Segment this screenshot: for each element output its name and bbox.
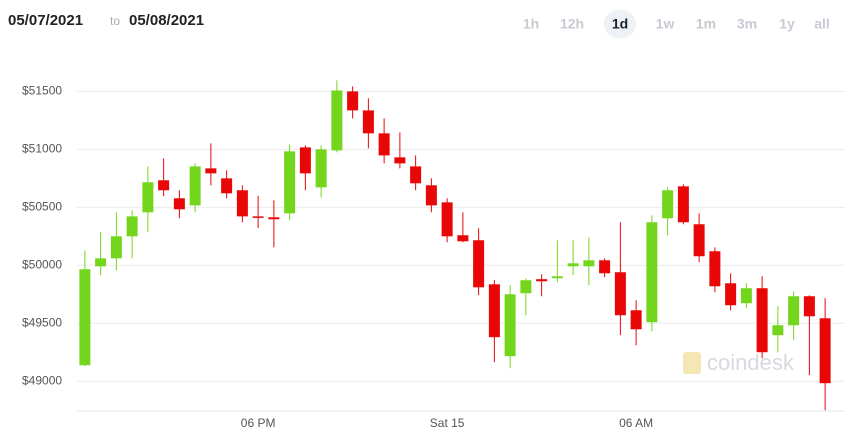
candle-body	[299, 147, 311, 174]
candle-body	[221, 178, 233, 194]
candle-body	[173, 198, 185, 210]
timeframe-button[interactable]: 1m	[696, 16, 716, 32]
candle-body	[284, 151, 296, 214]
candle-body	[567, 263, 579, 267]
y-tick-label: $51500	[22, 84, 62, 98]
candle-body	[740, 288, 752, 304]
candle-body	[315, 149, 327, 188]
date-separator: to	[110, 14, 120, 28]
candle-body	[599, 260, 611, 274]
candle-body	[362, 110, 374, 134]
candle-body	[347, 91, 359, 111]
candle-body	[457, 235, 469, 242]
candle-body	[614, 272, 626, 316]
candle-body	[331, 90, 343, 151]
candle-body	[79, 269, 91, 366]
candle-body	[662, 190, 674, 219]
timeframe-button[interactable]: 1y	[779, 16, 795, 32]
candle-body	[583, 260, 595, 267]
timeframe-button[interactable]: 3m	[737, 16, 757, 32]
y-tick-label: $51000	[22, 142, 62, 156]
y-tick-label: $49000	[22, 373, 62, 387]
candle-body	[709, 251, 721, 287]
candle-body	[819, 318, 831, 384]
candle-body	[551, 276, 563, 279]
candle-body	[473, 240, 485, 288]
timeframe-button[interactable]: 1h	[523, 16, 539, 32]
timeframe-highlight	[604, 10, 636, 38]
candle-body	[646, 222, 658, 323]
candle-body	[677, 186, 689, 223]
y-tick-label: $49500	[22, 315, 62, 329]
y-tick-label: $50000	[22, 257, 62, 271]
candle-body	[504, 294, 516, 357]
candle-body	[803, 296, 815, 317]
candle-body	[520, 280, 532, 294]
candle-body	[425, 185, 437, 206]
candle-body	[488, 284, 500, 338]
x-tick-label: 06 PM	[241, 416, 276, 430]
candle-body	[725, 283, 737, 306]
candle-body	[205, 168, 217, 174]
date-to: 05/08/2021	[129, 12, 204, 29]
candle-body	[268, 217, 280, 220]
x-tick-label: Sat 15	[430, 416, 465, 430]
candle-body	[126, 216, 138, 237]
watermark: coindesk	[707, 350, 795, 375]
candle-body	[630, 310, 642, 330]
candle-body	[95, 258, 107, 267]
candle-body	[158, 180, 170, 191]
candle-body	[252, 216, 264, 218]
timeframe-button[interactable]: all	[814, 16, 830, 32]
candle-body	[394, 157, 406, 164]
timeframe-button[interactable]: 1w	[656, 16, 675, 32]
candle-body	[236, 190, 248, 217]
candle-body	[756, 288, 768, 353]
candle-body	[772, 325, 784, 336]
watermark-icon	[683, 352, 701, 374]
candle-body	[441, 202, 453, 237]
y-tick-label: $50500	[22, 199, 62, 213]
date-from: 05/07/2021	[8, 12, 83, 29]
candle-body	[142, 182, 154, 213]
candle-body	[693, 224, 705, 257]
candle-body	[788, 296, 800, 326]
timeframe-button[interactable]: 1d	[612, 16, 628, 32]
timeframe-button[interactable]: 12h	[560, 16, 584, 32]
candle-body	[410, 166, 422, 184]
candle-body	[378, 133, 390, 156]
candle-body	[536, 279, 548, 282]
candle-body	[110, 236, 122, 259]
x-tick-label: 06 AM	[619, 416, 653, 430]
candle-body	[189, 166, 201, 206]
